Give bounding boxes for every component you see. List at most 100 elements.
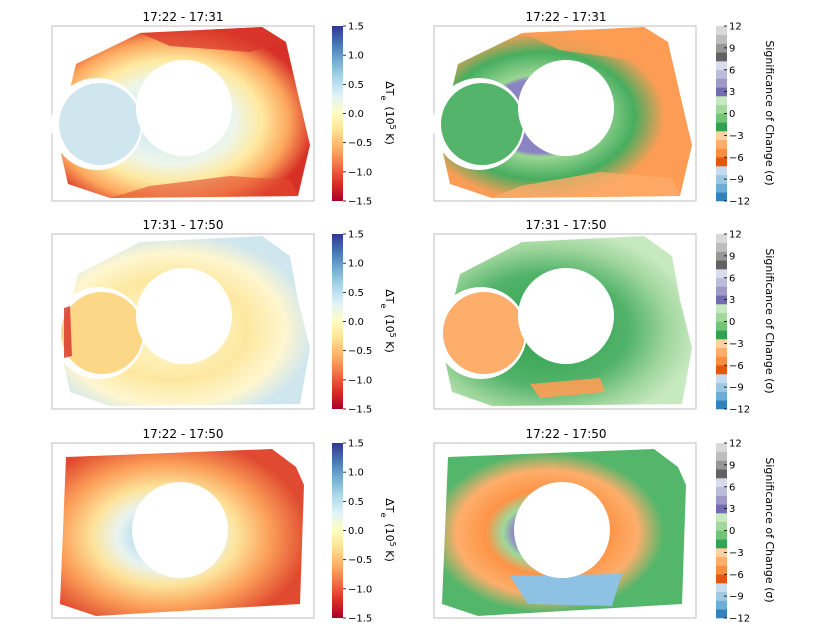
colorbar-bin (716, 286, 727, 296)
colorbar-bin (716, 312, 727, 322)
colorbar-bin (716, 87, 727, 97)
colorbar-tick-label: −0.5 (348, 555, 372, 566)
colorbar-tick-label: 3 (729, 504, 735, 515)
colorbar-bin (716, 478, 727, 488)
colorbar-tick-label: 1.5 (348, 230, 364, 241)
colorbar-bin (716, 591, 727, 601)
colorbar-tick-label: 1.0 (348, 51, 364, 62)
colorbar-bin (716, 400, 727, 410)
colorbar-bin (716, 530, 727, 540)
colorbar-bin (716, 131, 727, 141)
colorbar-bin (716, 104, 727, 114)
colorbar-bin (716, 443, 727, 453)
colorbar-bin (716, 139, 727, 149)
colorbar-tick-label: −3 (729, 339, 744, 350)
colorbar-bin (716, 609, 727, 619)
colorbar-tick-label: −3 (729, 548, 744, 559)
colorbar-tick-label: 0.5 (348, 497, 364, 508)
colorbar-bin (716, 251, 727, 261)
colorbar (332, 234, 343, 409)
colorbar-bin (716, 469, 727, 479)
colorbar-bin (716, 339, 727, 349)
colorbar-tick-label: −9 (729, 592, 744, 603)
colorbar-tick-label: −12 (729, 614, 750, 625)
panel-dte-2: 17:31 - 17:50 1.5 1.0 0.5 0.0 −0.5 −1.0 −1.5 Δ… (51, 218, 398, 416)
colorbar-bin (716, 157, 727, 167)
panel-sig-3: 17:22 - 17:50 12 9 6 3 0 −3 −6 −9 −12 Significan… (433, 427, 776, 625)
colorbar-tick-label: −0.5 (348, 138, 372, 149)
colorbar-bin (716, 513, 727, 523)
colorbar-bin (716, 43, 727, 53)
colorbar-label: Significance of Change (σ) (763, 248, 776, 393)
colorbar-bin (716, 26, 727, 36)
colorbar-bin (716, 460, 727, 470)
colorbar-tick-label: 6 (729, 65, 735, 76)
colorbar-tick-label: 1.0 (348, 468, 364, 479)
panel-title: 17:22 - 17:31 (142, 10, 223, 24)
colorbar-tick-label: −12 (729, 405, 750, 416)
colorbar-label: ΔTe(105 K) (380, 289, 398, 353)
colorbar-bin (716, 356, 727, 366)
colorbar-bin (716, 365, 727, 375)
colorbar-tick-label: 0.5 (348, 80, 364, 91)
colorbar-bin (716, 269, 727, 279)
panel-title: 17:31 - 17:50 (525, 218, 606, 232)
colorbar-bin (716, 374, 727, 384)
colorbar-bin (716, 548, 727, 558)
colorbar-tick-label: 0.5 (348, 288, 364, 299)
colorbar-bin (716, 192, 727, 202)
colorbar-tick-label: −0.5 (348, 346, 372, 357)
panel-sig-2: 17:31 - 17:50 12 9 6 3 0 −3 −6 −9 −12 Significan… (433, 218, 776, 416)
colorbar-tick-label: 12 (729, 230, 742, 241)
colorbar-tick-label: −3 (729, 131, 744, 142)
colorbar-tick-label: 9 (729, 460, 735, 471)
colorbar-tick-label: 1.5 (348, 22, 364, 33)
colorbar-bin (716, 166, 727, 176)
colorbar-tick-label: −9 (729, 175, 744, 186)
colorbar-tick-label: −1.5 (348, 197, 372, 208)
colorbar-bin (716, 347, 727, 357)
colorbar-bin (716, 34, 727, 44)
panel-dte-1: 17:22 - 17:31 1.5 1.0 0.5 0.0 −0.5 −1.0 −1.5 Δ… (51, 10, 398, 208)
colorbar-tick-label: 3 (729, 295, 735, 306)
colorbar-tick-label: −1.0 (348, 584, 372, 595)
colorbar-bin (716, 391, 727, 401)
colorbar-bin (716, 600, 727, 610)
colorbar-tick-label: −12 (729, 197, 750, 208)
colorbar-bin (716, 321, 727, 331)
colorbar-tick-label: −6 (729, 361, 744, 372)
panel-title: 17:22 - 17:50 (525, 427, 606, 441)
colorbar-tick-label: 0 (729, 526, 735, 537)
colorbar-bin (716, 113, 727, 123)
colorbar-tick-label: 9 (729, 251, 735, 262)
colorbar-bin (716, 495, 727, 505)
colorbar-bin (716, 61, 727, 71)
colorbar-bin (716, 556, 727, 566)
colorbar-tick-label: 0 (729, 317, 735, 328)
colorbar-tick-label: −1.5 (348, 614, 372, 625)
panel-sig-1: 17:22 - 17:31 12 9 6 3 0 −3 −6 −9 −12 Significan… (433, 10, 776, 208)
colorbar-tick-label: −6 (729, 153, 744, 164)
sun-disk-mask (136, 60, 232, 156)
colorbar-label: ΔTe(105 K) (380, 498, 398, 562)
colorbar-bin (716, 451, 727, 461)
colorbar-bin (716, 242, 727, 252)
colorbar-tick-label: 9 (729, 43, 735, 54)
colorbar-bin (716, 574, 727, 584)
colorbar-bin (716, 69, 727, 79)
colorbar-tick-label: 0.0 (348, 109, 364, 120)
colorbar-bin (716, 504, 727, 514)
colorbar-tick-label: 6 (729, 273, 735, 284)
colorbar-bin (716, 277, 727, 287)
colorbar-bin (716, 565, 727, 575)
panel-title: 17:22 - 17:50 (142, 427, 223, 441)
significance-image (442, 449, 686, 616)
colorbar-bin (716, 583, 727, 593)
dte-image (51, 27, 310, 198)
significance-image (433, 27, 692, 198)
colorbar-tick-label: 0.0 (348, 317, 364, 328)
colorbar-tick-label: 12 (729, 22, 742, 33)
colorbar-tick-label: 6 (729, 482, 735, 493)
colorbar (332, 443, 343, 618)
